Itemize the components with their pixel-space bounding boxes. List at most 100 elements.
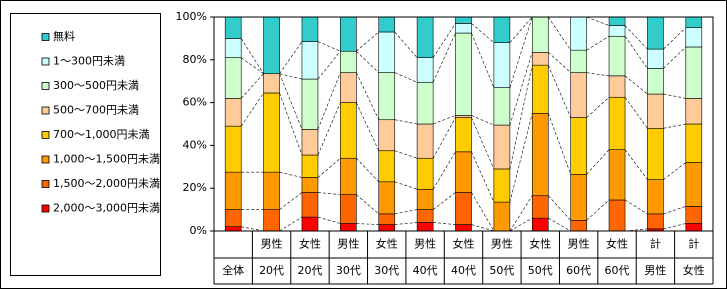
connector <box>663 206 686 215</box>
legend-label: 700～1,000円未満 <box>53 128 150 141</box>
x-tick-label: 男性 <box>414 237 436 251</box>
bar-segment <box>416 57 434 83</box>
x-tick-label: 男性 <box>337 237 359 251</box>
legend-swatch <box>41 106 50 115</box>
bar-segment <box>570 72 587 118</box>
connector <box>586 72 610 77</box>
connector <box>548 52 571 73</box>
bar-segment <box>531 217 549 232</box>
connector <box>509 16 533 43</box>
bar-segment <box>340 72 357 103</box>
bar-segment <box>570 49 587 73</box>
bar-segment <box>301 192 319 218</box>
connector <box>394 209 418 215</box>
legend-box <box>10 13 161 276</box>
connector <box>241 57 264 74</box>
bar-segment <box>455 115 472 118</box>
bar-segment <box>493 124 511 170</box>
bar-segment <box>378 224 396 232</box>
bar-segment <box>224 57 242 99</box>
connector <box>317 41 341 52</box>
bar-segment <box>301 154 319 178</box>
connector <box>279 73 303 80</box>
legend-swatch <box>41 204 50 213</box>
bar-segment <box>378 72 396 121</box>
y-tick-label: 0% <box>190 224 207 237</box>
bar-segment <box>224 125 242 173</box>
y-tick-label: 80% <box>183 53 207 66</box>
bar-segment <box>378 31 396 73</box>
bar-segment <box>493 42 511 88</box>
connector <box>240 73 264 99</box>
connector <box>356 102 380 151</box>
bar-segment <box>608 96 626 150</box>
bar-segment <box>455 151 472 193</box>
connector <box>317 102 341 156</box>
bar-segment <box>378 16 396 33</box>
bar-segment <box>685 162 703 207</box>
connector <box>432 32 456 83</box>
bar-segment <box>455 192 472 225</box>
legend-label: 300～500円未満 <box>53 79 139 92</box>
x-tick-label: 全体 <box>222 263 244 277</box>
bar-segment <box>301 177 319 193</box>
x-tick-label: 男性 <box>568 237 590 251</box>
connector <box>586 97 610 118</box>
bar-segment <box>570 16 587 51</box>
connector <box>394 222 418 225</box>
connector <box>586 149 610 175</box>
bar-segment <box>531 16 549 53</box>
bar-segment <box>340 194 357 224</box>
legend-swatch <box>41 131 50 139</box>
bar-segment <box>570 117 587 175</box>
bar-segment <box>647 48 664 69</box>
connector <box>586 36 610 51</box>
bar-segment <box>416 16 434 58</box>
legend-label: 500～700円未満 <box>53 104 139 117</box>
connector <box>548 16 571 51</box>
bar-segment <box>263 92 280 173</box>
connector <box>394 150 418 159</box>
bar-segment <box>608 35 626 77</box>
connector <box>356 158 379 182</box>
connector <box>663 123 686 129</box>
bar-segment <box>647 127 664 180</box>
bar-segment <box>301 16 319 42</box>
bar-segment <box>570 220 587 232</box>
connector <box>547 65 571 118</box>
connector <box>509 52 533 126</box>
connector <box>356 51 379 73</box>
bar-segment <box>263 171 280 210</box>
connector <box>509 217 533 232</box>
connector <box>548 217 571 232</box>
x-tick-label: 男性 <box>491 237 513 251</box>
connector <box>624 36 648 69</box>
connector <box>279 41 303 74</box>
bar-segment <box>378 150 396 183</box>
x-tick-label: 女性 <box>453 237 475 251</box>
connector <box>356 72 380 120</box>
connector <box>432 23 456 58</box>
bar-segment <box>608 75 626 98</box>
legend-swatch <box>41 180 50 188</box>
connector <box>279 171 303 178</box>
x-tick-label: 計 <box>650 237 661 251</box>
bar-segment <box>685 98 703 125</box>
connector <box>433 115 456 125</box>
bar-segment <box>455 16 472 24</box>
plot-border <box>213 16 714 232</box>
x-tick-label: 50代 <box>489 264 514 277</box>
bar-segment <box>455 23 472 34</box>
connector <box>394 119 418 125</box>
bar-segment <box>224 16 242 39</box>
bar-segment <box>685 27 703 48</box>
bar-segment <box>493 201 511 232</box>
x-tick-label: 20代 <box>297 264 322 277</box>
connector <box>241 226 264 232</box>
connector <box>547 113 571 175</box>
legend-label: 1,500～2,000円未満 <box>53 177 160 190</box>
legend-swatch <box>41 57 50 66</box>
bar-segment <box>224 209 242 228</box>
bar-segment <box>301 129 319 156</box>
